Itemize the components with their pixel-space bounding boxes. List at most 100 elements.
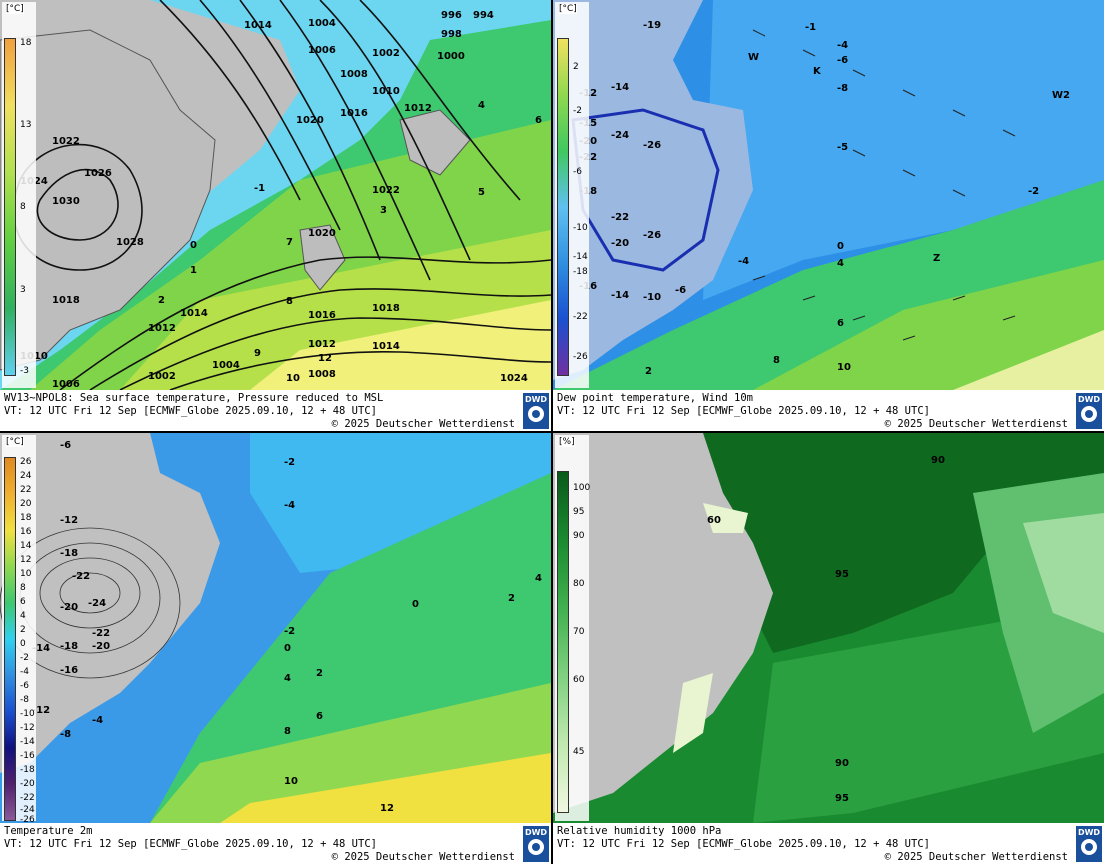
isobar-label: 1014 <box>372 341 400 352</box>
sst-label: 0 <box>190 240 197 251</box>
isobar-label: 1006 <box>52 379 80 390</box>
legend-tick: 8 <box>20 202 26 212</box>
temp-label: -2 <box>284 626 296 637</box>
map-humidity: 90 60 95 90 95 [%] 100 95 90 80 70 60 45 <box>553 433 1104 823</box>
wind-station-label: W <box>748 52 760 63</box>
dewpoint-label: -26 <box>643 140 662 151</box>
caption-title: Dew point temperature, Wind 10m <box>557 392 753 404</box>
isobar-label: 1026 <box>84 168 112 179</box>
isobar-label: 1022 <box>372 185 400 196</box>
temp-label: -18 <box>60 548 79 559</box>
dwd-logo-icon: DWD <box>1076 826 1102 862</box>
isobar-label: 1004 <box>308 18 336 29</box>
temp-label: -6 <box>60 440 72 451</box>
humidity-label: 90 <box>835 758 849 769</box>
caption-sst: WV13~NPOL8: Sea surface temperature, Pre… <box>0 391 551 431</box>
dewpoint-label: -19 <box>643 20 662 31</box>
legend-colorbar <box>557 38 569 376</box>
sst-label: -1 <box>254 183 266 194</box>
dewpoint-label: -1 <box>805 22 817 33</box>
legend-unit: [%] <box>559 437 575 447</box>
dewpoint-label: -8 <box>837 83 849 94</box>
legend-tick: 18 <box>20 38 32 48</box>
temp-label: -14 <box>32 643 51 654</box>
isobar-label: 1014 <box>244 20 272 31</box>
isobar-label: 1018 <box>52 295 80 306</box>
caption-dewpoint: Dew point temperature, Wind 10m VT: 12 U… <box>553 391 1104 431</box>
temp-label: 10 <box>284 776 298 787</box>
humidity-label: 90 <box>931 455 945 466</box>
isobar-label: 1020 <box>308 228 336 239</box>
legend-tick: -10 <box>573 223 588 233</box>
isobar-label: 1008 <box>340 69 368 80</box>
temp-label: -18 <box>60 641 79 652</box>
temp-label: -22 <box>72 571 91 582</box>
temp-label: 8 <box>284 726 291 737</box>
legend-unit: [°C] <box>6 4 24 14</box>
temperature-map-svg <box>0 433 551 823</box>
sst-label: 5 <box>478 187 485 198</box>
legend-tick: 6 <box>20 597 26 607</box>
dewpoint-label: -6 <box>675 285 687 296</box>
panel-dewpoint-wind: -19 -14 -12 -15 -20 -22 -24 -26 -18 -22 … <box>553 0 1104 431</box>
legend-tick: -10 <box>20 709 35 719</box>
dewpoint-label: 2 <box>645 366 652 377</box>
legend-tick: -18 <box>20 765 35 775</box>
legend-tick: 10 <box>20 569 32 579</box>
legend-tick: 0 <box>20 639 26 649</box>
humidity-label: 95 <box>835 569 849 580</box>
isobar-label: 1008 <box>308 369 336 380</box>
wind-station-label: K <box>813 66 821 77</box>
temp-label: 0 <box>284 643 291 654</box>
caption-title: Temperature 2m <box>4 825 93 837</box>
sst-label: 2 <box>158 295 165 306</box>
map-dewpoint: -19 -14 -12 -15 -20 -22 -24 -26 -18 -22 … <box>553 0 1104 390</box>
caption-copyright: © 2025 Deutscher Wetterdienst <box>884 418 1068 430</box>
dewpoint-label: 6 <box>837 318 844 329</box>
temp-label: -24 <box>88 598 107 609</box>
dewpoint-label: -4 <box>738 256 750 267</box>
temp-label: -20 <box>92 641 111 652</box>
dewpoint-map-svg <box>553 0 1104 390</box>
dewpoint-label: -22 <box>611 212 630 223</box>
dewpoint-label: -26 <box>643 230 662 241</box>
legend-tick: -20 <box>20 779 35 789</box>
legend-colorbar <box>4 457 16 821</box>
legend-tick: 12 <box>20 555 32 565</box>
isobar-label: 1030 <box>52 196 80 207</box>
dewpoint-legend: [°C] 2 -2 -6 -10 -14 -18 -22 -26 <box>555 2 589 388</box>
legend-tick: 2 <box>573 62 579 72</box>
legend-tick: -16 <box>20 751 35 761</box>
legend-tick: -12 <box>20 723 35 733</box>
temp-label: -2 <box>284 457 296 468</box>
humidity-map-svg <box>553 433 1104 823</box>
caption-valid-time: VT: 12 UTC Fri 12 Sep [ECMWF_Globe 2025.… <box>4 838 377 850</box>
wind-station-label: W2 <box>1052 90 1070 101</box>
dewpoint-label: -5 <box>837 142 849 153</box>
dewpoint-label: 10 <box>837 362 851 373</box>
dewpoint-label: -24 <box>611 130 630 141</box>
isobar-label: 1014 <box>180 308 208 319</box>
caption-valid-time: VT: 12 UTC Fri 12 Sep [ECMWF_Globe 2025.… <box>557 405 930 417</box>
legend-tick: -22 <box>573 312 588 322</box>
legend-tick: -8 <box>20 695 29 705</box>
isobar-label: 1028 <box>116 237 144 248</box>
temp-label: 4 <box>284 673 291 684</box>
caption-temperature: Temperature 2m VT: 12 UTC Fri 12 Sep [EC… <box>0 824 551 864</box>
caption-copyright: © 2025 Deutscher Wetterdienst <box>884 851 1068 863</box>
panel-temperature-2m: -6 -2 -4 -12 -18 -22 -24 -20 -22 -18 -20… <box>0 433 551 864</box>
caption-valid-time: VT: 12 UTC Fri 12 Sep [ECMWF_Globe 2025.… <box>4 405 377 417</box>
legend-tick: -14 <box>573 252 588 262</box>
dwd-logo-icon: DWD <box>523 826 549 862</box>
legend-tick: -2 <box>20 653 29 663</box>
isobar-label: 1018 <box>372 303 400 314</box>
sst-label: 4 <box>478 100 485 111</box>
sst-label: 3 <box>380 205 387 216</box>
sst-map-svg <box>0 0 551 390</box>
isobar-label: 1004 <box>212 360 240 371</box>
temp-label: -8 <box>60 729 72 740</box>
isobar-label: 1012 <box>308 339 336 350</box>
sst-label: 1 <box>190 265 197 276</box>
legend-tick: 95 <box>573 507 585 517</box>
humidity-label: 60 <box>707 515 721 526</box>
